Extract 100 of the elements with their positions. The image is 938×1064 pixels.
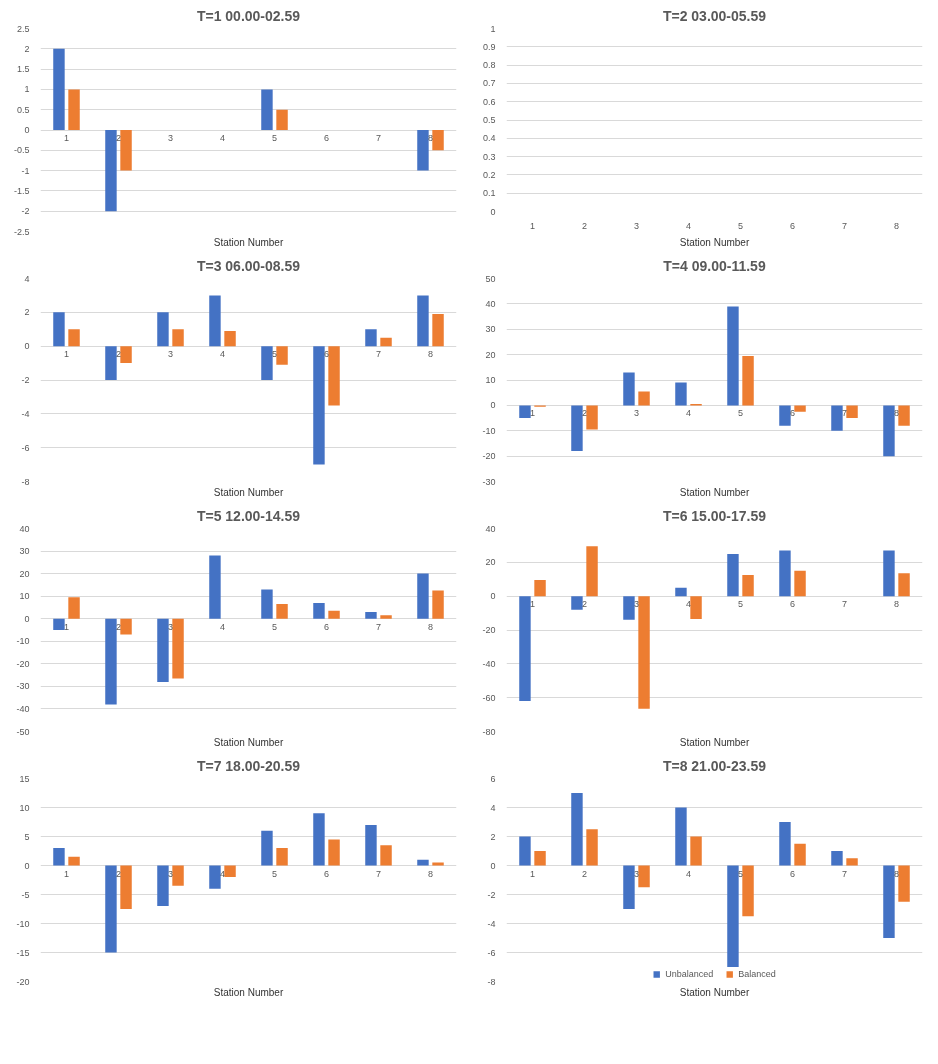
bar: [276, 848, 288, 866]
bar: [534, 580, 546, 597]
bar: [690, 596, 702, 619]
x-tick-label: 6: [324, 349, 330, 360]
bar: [105, 346, 117, 380]
x-tick-label: 1: [64, 868, 70, 879]
y-tick-label: 40: [19, 523, 30, 534]
bar: [638, 865, 650, 888]
bar: [623, 372, 635, 406]
x-tick-label: 6: [790, 599, 796, 610]
x-tick-label: 8: [428, 621, 434, 632]
bar: [313, 813, 325, 866]
y-tick-label: 40: [485, 298, 496, 309]
x-tick-label: 5: [738, 220, 744, 231]
y-tick-label: -30: [16, 681, 30, 692]
bar: [120, 865, 132, 909]
bar: [727, 306, 739, 406]
x-axis-title: Station Number: [679, 736, 750, 748]
bar: [172, 618, 184, 679]
x-tick-label: 1: [530, 220, 536, 231]
x-tick-label: 2: [582, 868, 588, 879]
x-tick-label: 7: [842, 868, 848, 879]
chart-title: T=6 15.00-17.59: [662, 507, 767, 524]
x-tick-label: 3: [168, 133, 174, 143]
x-tick-label: 3: [168, 349, 174, 360]
x-tick-label: 5: [738, 868, 744, 879]
y-tick-label: 0: [490, 400, 496, 411]
y-tick-label: 1: [490, 23, 496, 34]
bar: [571, 596, 583, 610]
bar: [742, 355, 754, 406]
chart-title: T=3 06.00-08.59: [196, 257, 301, 274]
x-tick-label: 8: [428, 349, 434, 360]
bar: [157, 865, 169, 907]
y-tick-label: 1.5: [16, 64, 30, 75]
bar: [380, 615, 392, 619]
chart-title: T=2 03.00-05.59: [662, 7, 767, 24]
y-tick-label: -20: [16, 976, 30, 987]
x-tick-label: 2: [582, 599, 588, 610]
bar: [261, 346, 273, 380]
y-tick-label: -30: [482, 476, 496, 487]
x-tick-label: 7: [842, 599, 848, 610]
x-tick-label: 8: [428, 133, 434, 143]
x-tick-label: 5: [272, 349, 278, 360]
y-tick-label: 0: [490, 591, 496, 602]
bar: [328, 346, 340, 406]
y-tick-label: -6: [21, 442, 30, 453]
y-tick-label: 0.4: [482, 133, 496, 144]
y-tick-label: 10: [485, 375, 496, 385]
bar: [120, 346, 132, 364]
chart-title: T=4 09.00-11.59: [663, 257, 766, 274]
x-tick-label: 1: [64, 133, 70, 143]
x-tick-label: 4: [220, 133, 226, 143]
x-tick-label: 7: [376, 621, 382, 632]
bar: [68, 597, 80, 619]
bar: [120, 618, 132, 635]
y-tick-label: -10: [16, 636, 30, 647]
x-axis-title: Station Number: [679, 236, 750, 248]
bar: [209, 295, 221, 347]
chart-title: T=8 21.00-23.59: [662, 757, 767, 774]
y-tick-label: -8: [21, 476, 30, 487]
bar: [898, 865, 910, 902]
y-tick-label: -20: [482, 451, 496, 462]
bar: [417, 573, 429, 619]
x-tick-label: 2: [582, 408, 588, 419]
bar: [365, 824, 377, 866]
x-tick-label: 5: [738, 408, 744, 419]
y-tick-label: -4: [21, 408, 30, 419]
bar: [727, 865, 739, 967]
bar: [261, 89, 273, 130]
bar: [68, 89, 80, 130]
bar: [779, 550, 791, 597]
x-tick-label: 7: [842, 220, 848, 231]
bar: [224, 865, 236, 878]
x-tick-label: 3: [634, 408, 640, 419]
y-tick-label: -60: [482, 692, 496, 703]
bar: [313, 602, 325, 619]
x-axis-title: Station Number: [213, 986, 284, 998]
x-tick-label: 7: [376, 349, 382, 360]
bar: [209, 555, 221, 619]
bar: [417, 130, 429, 171]
y-tick-label: 4: [24, 273, 30, 284]
y-tick-label: 50: [485, 273, 496, 284]
y-tick-label: -20: [16, 658, 30, 669]
y-tick-label: 0: [24, 613, 30, 624]
bar: [794, 570, 806, 597]
y-tick-label: -0.5: [13, 145, 30, 156]
x-tick-label: 4: [686, 868, 692, 879]
x-tick-label: 1: [64, 349, 70, 360]
bar: [365, 611, 377, 619]
y-tick-label: 20: [485, 557, 496, 568]
y-tick-label: 0.9: [482, 41, 496, 52]
bar: [519, 836, 531, 866]
bar: [432, 862, 444, 866]
y-tick-label: 20: [485, 349, 496, 360]
y-tick-label: 0.5: [16, 104, 30, 115]
bar: [365, 329, 377, 347]
bar: [417, 295, 429, 347]
bar: [638, 391, 650, 406]
bar: [261, 589, 273, 619]
y-tick-label: 0: [24, 125, 30, 135]
